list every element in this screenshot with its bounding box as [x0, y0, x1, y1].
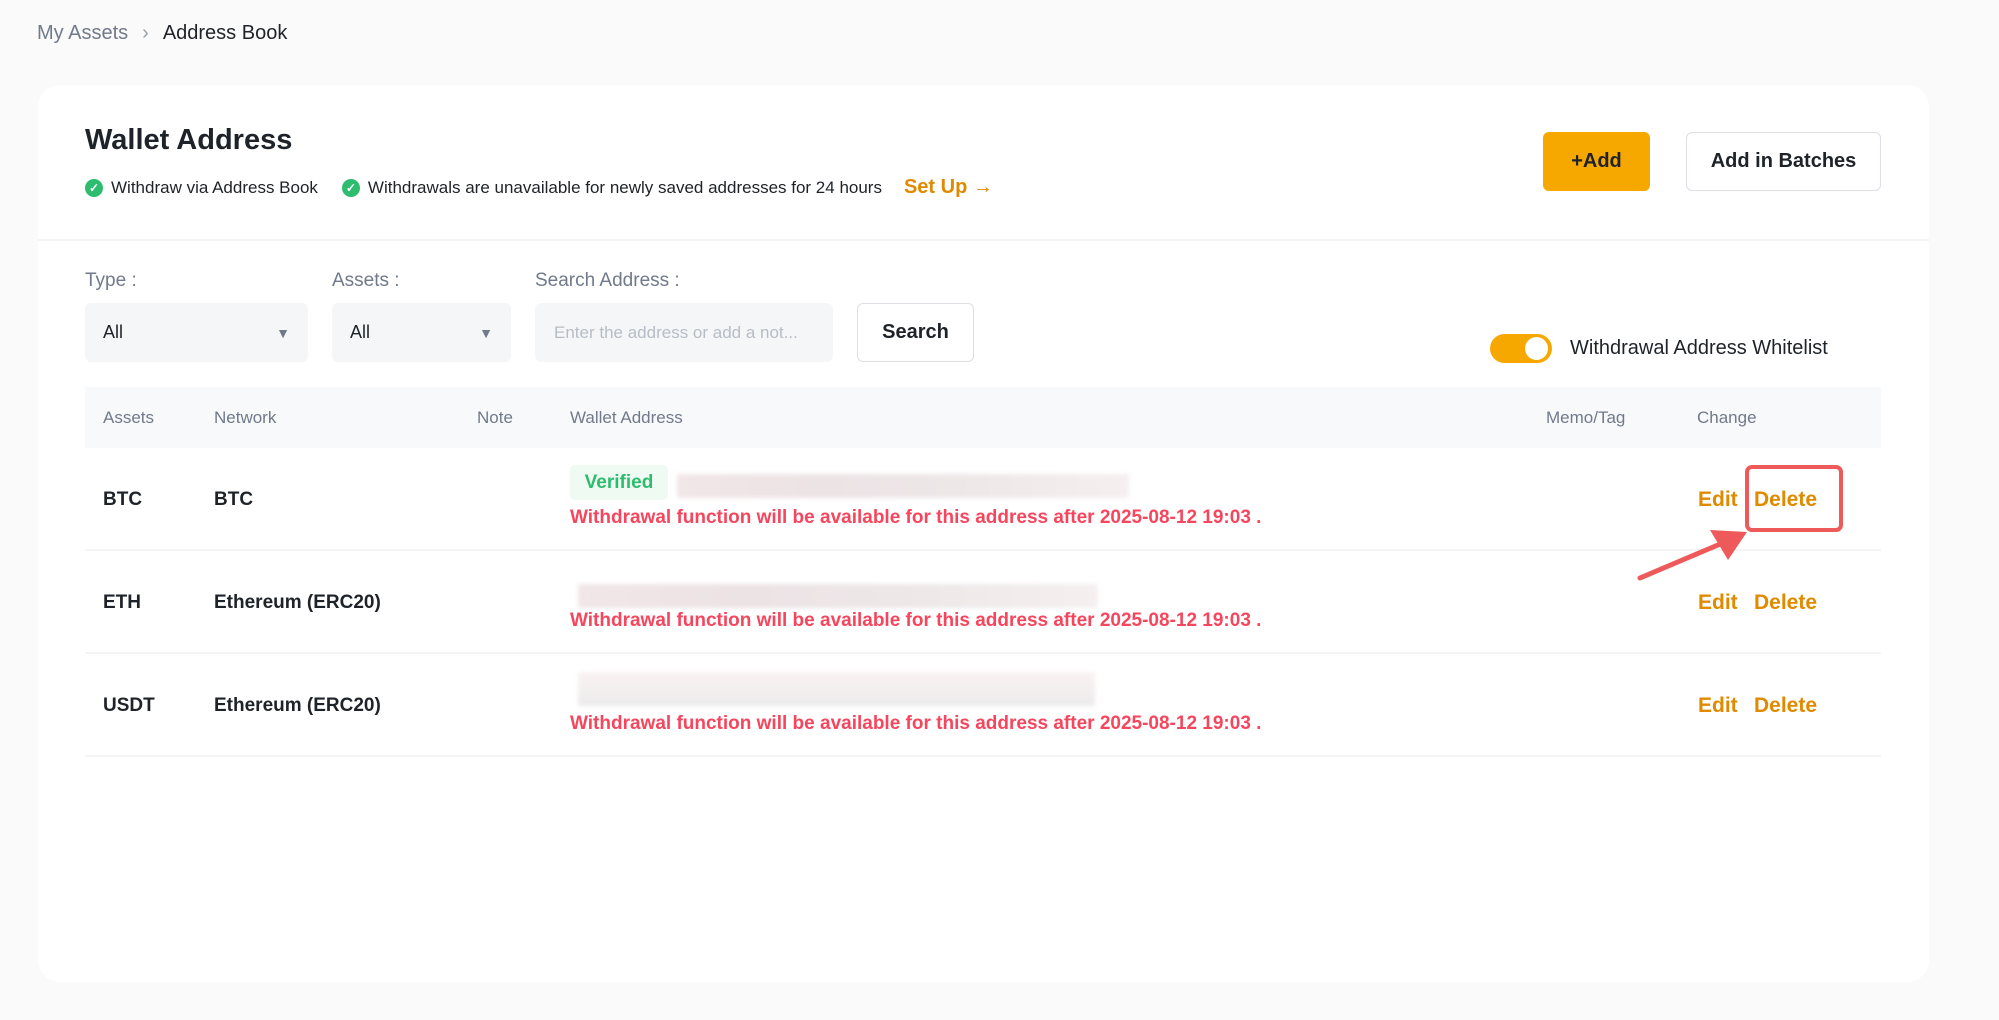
delete-button[interactable]: Delete: [1754, 591, 1818, 614]
page-title: Wallet Address: [85, 124, 293, 156]
breadcrumb-my-assets[interactable]: My Assets: [37, 22, 129, 44]
table-header: [85, 387, 1881, 448]
caret-down-icon: ▼: [479, 324, 493, 341]
add-button[interactable]: +Add: [1543, 132, 1650, 191]
col-network: Network: [214, 408, 277, 427]
chevron-right-icon: ›: [142, 22, 149, 44]
network-cell: Ethereum (ERC20): [214, 592, 381, 613]
table-row: [85, 654, 1881, 757]
asset-cell: BTC: [103, 489, 143, 510]
assets-select[interactable]: All ▼: [332, 303, 511, 362]
delete-button[interactable]: Delete: [1754, 488, 1818, 511]
check-circle-icon: ✓: [341, 178, 360, 197]
redacted-address: [677, 474, 1129, 498]
whitelist-toggle[interactable]: [1490, 334, 1552, 363]
annotation-arrow-icon: [1637, 530, 1747, 581]
redacted-address: [578, 672, 1095, 706]
assets-label: Assets :: [332, 270, 400, 291]
info-withdraw-via-book: Withdraw via Address Book: [111, 177, 318, 197]
type-label: Type :: [85, 270, 137, 291]
search-address-label: Search Address :: [535, 270, 680, 291]
info-line: ✓ Withdraw via Address Book ✓ Withdrawal…: [85, 176, 993, 199]
search-button[interactable]: Search: [857, 303, 974, 362]
setup-link[interactable]: Set Up →: [903, 176, 993, 198]
col-change: Change: [1697, 408, 1757, 427]
delete-button[interactable]: Delete: [1754, 694, 1818, 717]
col-wallet-address: Wallet Address: [570, 408, 683, 427]
caret-down-icon: ▼: [276, 324, 290, 341]
type-value: All: [103, 322, 124, 342]
breadcrumb: My Assets › Address Book: [37, 22, 287, 45]
divider: [38, 239, 1929, 241]
col-memo-tag: Memo/Tag: [1546, 408, 1626, 427]
whitelist-label: Withdrawal Address Whitelist: [1570, 337, 1828, 359]
check-circle-icon: ✓: [85, 178, 103, 197]
col-assets: Assets: [103, 408, 155, 427]
asset-cell: ETH: [103, 592, 141, 613]
info-24h: Withdrawals are unavailable for newly sa…: [367, 177, 882, 197]
table-row: [85, 551, 1881, 654]
network-cell: Ethereum (ERC20): [214, 695, 381, 716]
type-select[interactable]: All ▼: [85, 303, 308, 362]
assets-value: All: [350, 322, 371, 342]
network-cell: BTC: [214, 489, 254, 510]
add-in-batches-button[interactable]: Add in Batches: [1686, 132, 1881, 191]
availability-warning: Withdrawal function will be available fo…: [570, 507, 1262, 528]
breadcrumb-current: Address Book: [162, 22, 288, 44]
toggle-knob: [1525, 337, 1548, 360]
redacted-address: [578, 584, 1098, 608]
edit-button[interactable]: Edit: [1698, 591, 1738, 614]
col-note: Note: [477, 408, 513, 427]
highlight-box: [1745, 465, 1843, 532]
availability-warning: Withdrawal function will be available fo…: [570, 610, 1262, 631]
edit-button[interactable]: Edit: [1698, 488, 1738, 511]
address-book-card: [38, 85, 1929, 982]
asset-cell: USDT: [103, 695, 155, 716]
verified-badge: Verified: [570, 465, 668, 500]
availability-warning: Withdrawal function will be available fo…: [570, 713, 1262, 734]
edit-button[interactable]: Edit: [1698, 694, 1738, 717]
table-row: [85, 448, 1881, 551]
search-address-input[interactable]: [535, 303, 833, 362]
